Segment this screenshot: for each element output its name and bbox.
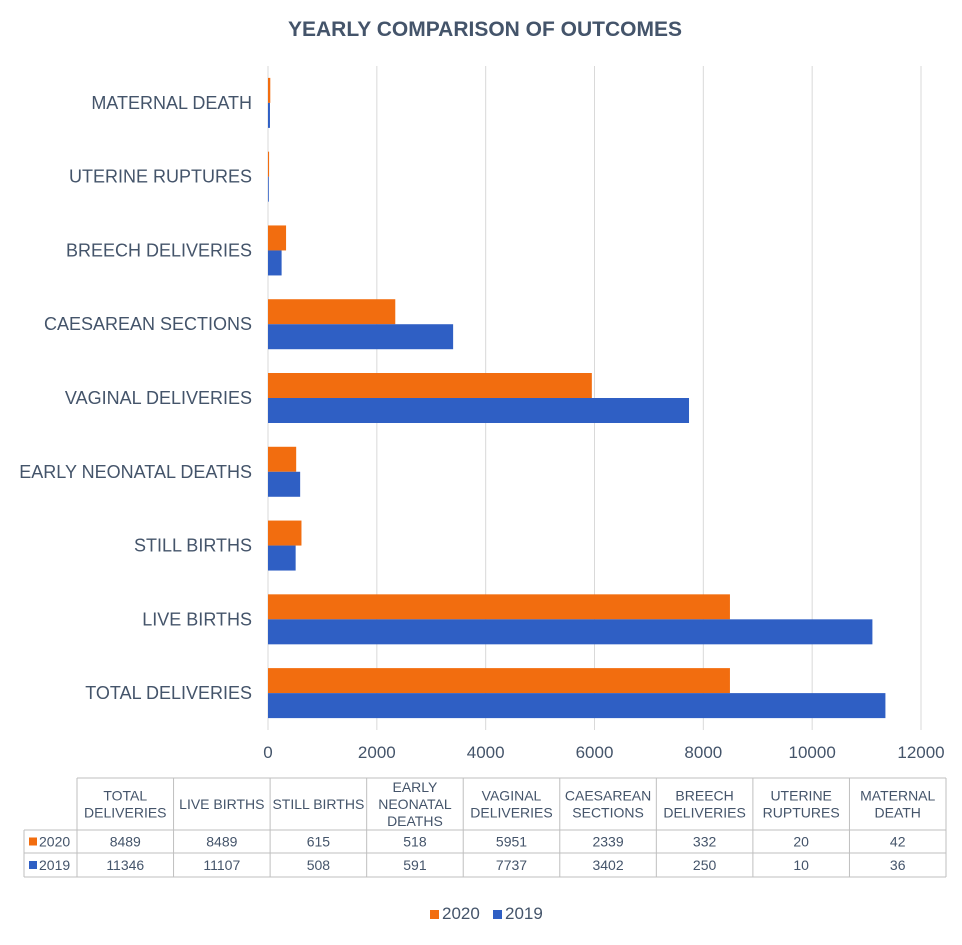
- x-tick-label: 12000: [897, 743, 944, 762]
- x-tick-label: 10000: [789, 743, 836, 762]
- category-label: VAGINAL DELIVERIES: [65, 388, 252, 408]
- table-header: EARLY NEONATAL DEATHS: [378, 779, 452, 829]
- table-cell: 591: [403, 857, 427, 873]
- bar-2019: [268, 176, 269, 202]
- category-label: CAESAREAN SECTIONS: [44, 314, 252, 334]
- x-tick-label: 0: [263, 743, 272, 762]
- bar-2019: [268, 619, 873, 645]
- series-key-2020: [29, 837, 37, 846]
- bar-2019: [268, 250, 282, 276]
- table-cell: 8489: [110, 834, 141, 850]
- bar-2020: [268, 225, 287, 251]
- table-header: CAESAREAN SECTIONS: [565, 788, 651, 821]
- table-cell: 250: [693, 857, 717, 873]
- table-cell: 5951: [496, 834, 527, 850]
- legend: 2020 2019: [430, 904, 543, 923]
- bar-2019: [268, 545, 296, 571]
- table-header: STILL BIRTHS: [272, 796, 364, 812]
- bar-2019: [268, 398, 690, 423]
- x-tick-label: 6000: [576, 743, 614, 762]
- bar-2020: [268, 594, 730, 620]
- table-cell: 7737: [496, 857, 527, 873]
- bar-2020: [268, 373, 592, 398]
- table-cell: 36: [890, 857, 906, 873]
- category-label: BREECH DELIVERIES: [66, 240, 252, 260]
- bar-2019: [268, 324, 454, 350]
- row-label: 2020: [39, 834, 70, 850]
- table-cell: 11107: [203, 857, 240, 873]
- table-header: UTERINE RUPTURES: [763, 788, 840, 821]
- bar-2019: [268, 102, 270, 128]
- x-tick-label: 2000: [358, 743, 396, 762]
- legend-label-2020: 2020: [442, 904, 480, 923]
- table-header: BREECH DELIVERIES: [663, 788, 745, 821]
- bar-2020: [268, 151, 270, 177]
- table-cell: 3402: [592, 857, 623, 873]
- legend-label-2019: 2019: [505, 904, 543, 923]
- category-label: UTERINE RUPTURES: [69, 167, 252, 187]
- bar-2019: [268, 693, 886, 719]
- table-cell: 508: [307, 857, 331, 873]
- bar-2020: [268, 446, 297, 472]
- bar-2020: [268, 520, 302, 546]
- category-label: STILL BIRTHS: [134, 536, 252, 556]
- legend-swatch-2019: [493, 910, 502, 919]
- bar-2020: [268, 668, 730, 694]
- x-tick-label: 4000: [467, 743, 505, 762]
- table-header: MATERNAL DEATH: [860, 788, 935, 821]
- table-cell: 615: [307, 834, 331, 850]
- table-cell: 42: [890, 834, 906, 850]
- table-header: TOTAL DELIVERIES: [84, 788, 166, 821]
- table-cell: 20: [793, 834, 809, 850]
- category-label: LIVE BIRTHS: [142, 609, 252, 629]
- table-cell: 11346: [106, 857, 144, 873]
- x-tick-label: 8000: [684, 743, 722, 762]
- bar-2019: [268, 471, 301, 497]
- row-label: 2019: [39, 857, 70, 873]
- bar-2020: [268, 299, 396, 325]
- table-cell: 8489: [206, 834, 237, 850]
- table-header: VAGINAL DELIVERIES: [470, 788, 552, 821]
- bars: [268, 77, 886, 719]
- bar-2020: [268, 77, 271, 103]
- table-cell: 518: [403, 834, 427, 850]
- category-label: EARLY NEONATAL DEATHS: [19, 462, 252, 482]
- table-cell: 2339: [592, 834, 623, 850]
- chart-title: YEARLY COMPARISON OF OUTCOMES: [288, 18, 682, 41]
- x-axis-ticks: 0 2000 4000 6000 8000 10000 12000: [263, 743, 944, 762]
- table-header: LIVE BIRTHS: [179, 796, 264, 812]
- table-cell: 332: [693, 834, 717, 850]
- data-table: TOTAL DELIVERIES LIVE BIRTHS STILL BIRTHS EA…: [23, 777, 947, 878]
- category-label: MATERNAL DEATH: [91, 93, 252, 113]
- category-labels: TOTAL DELIVERIES LIVE BIRTHS STILL BIRTHS E…: [19, 93, 252, 703]
- legend-swatch-2020: [430, 910, 439, 919]
- category-label: TOTAL DELIVERIES: [85, 683, 252, 703]
- table-cell: 10: [793, 857, 809, 873]
- series-key-2019: [29, 861, 37, 869]
